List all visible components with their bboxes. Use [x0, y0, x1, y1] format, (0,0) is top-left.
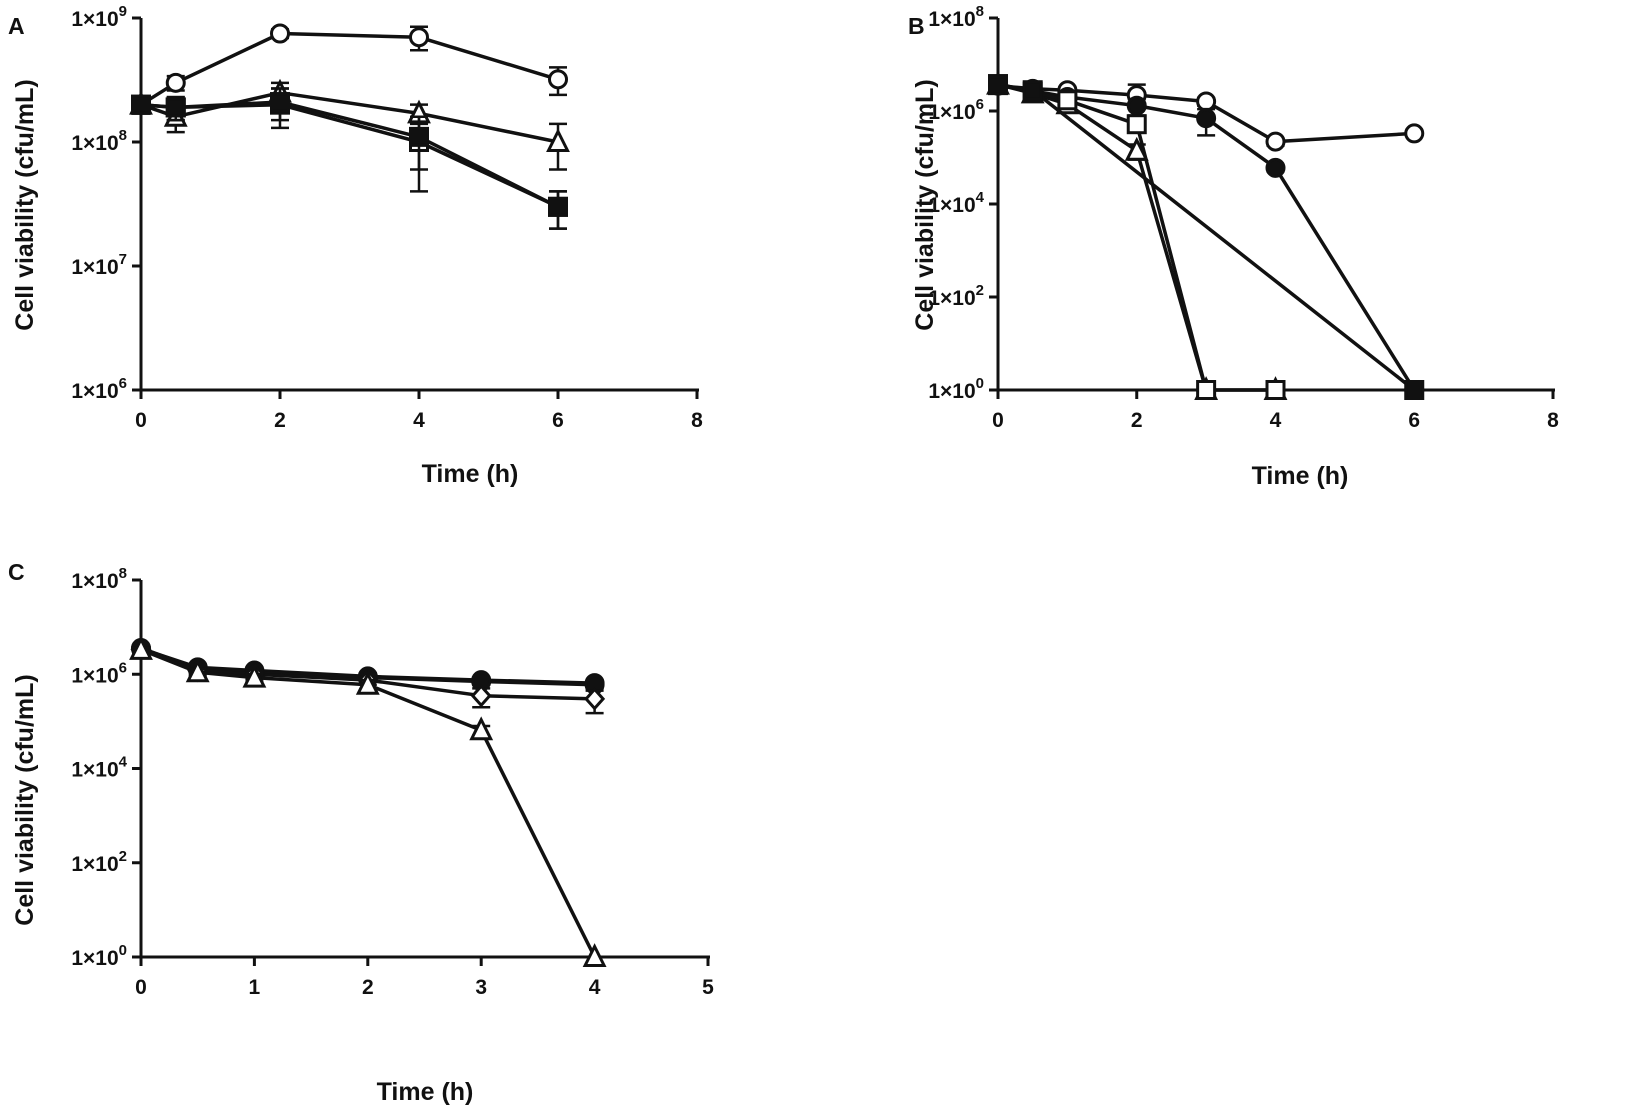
y-tick-label: 1×107	[71, 251, 127, 279]
x-axis-title: Time (h)	[1252, 462, 1349, 490]
y-axis-title: Cell viability (cfu/mL)	[11, 674, 39, 925]
y-axis-title: Cell viability (cfu/mL)	[911, 79, 939, 330]
data-point-circle-open	[1265, 131, 1286, 152]
data-point-circle-open	[1404, 123, 1425, 144]
data-point-diamond-open	[470, 683, 492, 708]
series-triangle-open	[129, 78, 570, 171]
data-point-square-filled	[165, 97, 186, 118]
series-line	[140, 100, 559, 209]
x-tick-label: 0	[135, 409, 147, 432]
panel-b: B Time (h) Cell viability (cfu/mL) 0 2 4 6 8…	[908, 3, 1559, 490]
panel-letter: A	[8, 13, 25, 39]
y-tick-label: 1×109	[71, 3, 127, 31]
data-point-triangle-open	[1124, 136, 1149, 161]
x-tick-label: 6	[1408, 409, 1420, 432]
panel-c: C Time (h) Cell viability (cfu/mL) 0 1 2 3 4…	[8, 559, 714, 1106]
x-tick-label: 0	[992, 409, 1004, 432]
x-tick-label: 1	[249, 976, 261, 999]
series-triangle-open	[129, 635, 607, 967]
series-square-open	[988, 74, 1286, 400]
data-point-square-filled	[131, 94, 151, 115]
x-tick-label: 0	[135, 976, 147, 999]
y-tick-label: 1×102	[71, 848, 127, 876]
y-tick-label: 1×102	[928, 282, 984, 310]
data-point-circle-open	[1196, 91, 1217, 112]
y-axis-title: Cell viability (cfu/mL)	[11, 79, 39, 330]
x-tick-label: 4	[589, 976, 601, 999]
data-point-square-open	[1126, 114, 1147, 135]
y-tick-label: 1×106	[71, 659, 127, 687]
data-point-square-filled	[409, 126, 429, 147]
x-tick-label: 3	[475, 976, 487, 999]
data-point-triangle-open	[582, 943, 607, 967]
data-point-square-open	[1265, 380, 1286, 400]
panel-letter: C	[8, 559, 25, 585]
data-point-square-open	[1196, 380, 1217, 400]
y-tick-label: 1×108	[71, 565, 127, 593]
panel-a: A Time (h) Cell viability (cfu/mL) 0 2 4 6 8…	[8, 3, 703, 488]
y-tick-label: 1×100	[928, 375, 984, 403]
x-axis-title: Time (h)	[422, 460, 519, 488]
y-tick-label: 1×106	[71, 375, 127, 403]
data-point-square-filled	[988, 75, 1008, 96]
x-tick-label: 4	[1270, 409, 1282, 432]
y-tick-label: 1×104	[71, 754, 127, 782]
data-point-triangle-open	[129, 635, 153, 660]
data-point-square-filled	[1022, 80, 1043, 101]
data-point-triangle-open	[469, 716, 494, 741]
series-square-open	[131, 87, 568, 230]
y-tick-label: 1×106	[928, 96, 984, 124]
series-line	[140, 648, 597, 958]
y-tick-label: 1×108	[928, 3, 984, 31]
data-point-circle-open	[270, 23, 290, 44]
data-point-triangle-open	[242, 663, 267, 688]
data-point-square-filled	[1404, 380, 1425, 400]
data-point-triangle-open	[185, 658, 210, 683]
panel-letter: B	[908, 13, 925, 39]
x-tick-label: 4	[413, 409, 425, 432]
series-line	[140, 31, 559, 107]
x-tick-label: 2	[362, 976, 374, 999]
series-line	[140, 90, 559, 144]
data-point-circle-filled	[1126, 95, 1147, 116]
x-tick-label: 2	[274, 409, 286, 432]
x-tick-label: 8	[691, 409, 703, 432]
x-tick-label: 8	[1547, 409, 1559, 432]
data-point-triangle-open	[355, 670, 380, 695]
data-point-triangle-open	[546, 128, 570, 152]
data-point-circle-open	[165, 72, 186, 93]
data-point-circle-open	[548, 69, 568, 90]
data-point-circle-filled	[1196, 108, 1217, 129]
series-square-filled	[131, 87, 568, 230]
y-tick-label: 1×108	[71, 127, 127, 155]
data-point-diamond-open	[584, 687, 606, 711]
series-circle-open	[131, 23, 568, 115]
y-tick-label: 1×104	[928, 189, 984, 217]
x-tick-label: 5	[702, 976, 714, 999]
series-square-filled	[988, 75, 1425, 400]
x-tick-label: 2	[1131, 409, 1143, 432]
x-axis-title: Time (h)	[377, 1078, 474, 1106]
data-point-square-filled	[270, 92, 290, 113]
y-tick-label: 1×100	[71, 942, 127, 970]
data-point-circle-filled	[1265, 157, 1286, 178]
x-tick-label: 6	[552, 409, 564, 432]
data-point-square-open	[1057, 90, 1078, 111]
series-circle-filled	[988, 75, 1425, 400]
data-point-circle-open	[409, 27, 429, 48]
data-point-square-filled	[548, 196, 568, 217]
